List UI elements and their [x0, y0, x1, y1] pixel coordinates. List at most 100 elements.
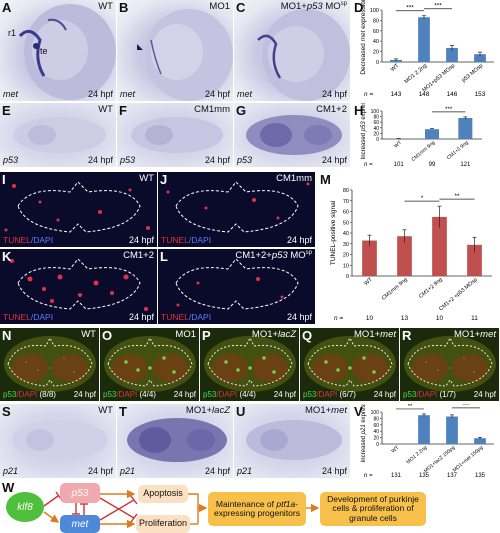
chart-m: M TUNEL-positive signal 0 10 20 30 40 50 60 70 80…: [318, 172, 500, 324]
p53-label: p53: [203, 390, 217, 399]
condition-c-main: MO1+: [280, 1, 307, 13]
bar: [458, 118, 473, 139]
development-node: Development of purkinje cells & prolifer…: [320, 492, 426, 526]
panel-letter-s: S: [2, 404, 11, 419]
n-value: 13: [401, 315, 409, 322]
panel-letter-k: K: [2, 249, 12, 264]
gene-b: met: [120, 89, 136, 99]
y-axis-label: Decreased met expression: [360, 0, 367, 75]
n-value: 10: [436, 315, 444, 322]
significance-label: ***: [445, 107, 453, 113]
panel-l: L CM1+2+p53 MOsp TUNEL/DAPI 24 hpf: [158, 249, 315, 324]
y-tick-label: 100: [370, 8, 379, 14]
y-tick-label: 40: [373, 39, 379, 45]
category-label: MO1+met 150pg: [452, 445, 485, 474]
p53-label: p53: [303, 390, 317, 399]
condition-u: MO1+met: [305, 405, 347, 416]
chart-v: V Increased p21 expression 0 20 40 60 80 100 WT…: [352, 404, 500, 480]
embryo-head-c: [257, 9, 350, 101]
stage-r: 24 hpf: [473, 390, 496, 399]
embryo-count: (4/4): [137, 390, 156, 399]
embryo-dorsal-t: [127, 418, 227, 462]
embryo-dorsal-g: [246, 115, 342, 155]
bar: [362, 240, 377, 276]
category-label: CM1+2 9ng: [418, 277, 444, 300]
panel-letter-p: P: [202, 328, 211, 343]
panel-i: I WT TUNEL/DAPI 24 hpf: [0, 172, 157, 247]
embryo-head-a: [18, 4, 116, 100]
label-r1: r1: [8, 28, 17, 38]
y-axis-label-gene: met: [360, 29, 367, 41]
y-axis-label-tail: expression: [361, 103, 367, 121]
condition-l: CM1+2+p53 MOsp: [235, 250, 312, 261]
stain-k: TUNEL/DAPI: [3, 312, 53, 322]
panel-f: F CM1mm p53 24 hpf: [117, 103, 233, 167]
y-axis-label-gene: p21: [361, 424, 367, 435]
n-value: 99: [429, 162, 436, 168]
panel-letter-h: H: [354, 103, 364, 118]
stage-g: 24 hpf: [321, 155, 347, 165]
condition-t-main: MO1+: [185, 405, 213, 416]
p53-stain-image-p: [200, 328, 299, 401]
dapi-label: /DAPI: [416, 390, 438, 399]
stage-p: 24 hpf: [273, 390, 296, 399]
condition-j: CM1mm: [276, 173, 312, 184]
y-axis-label-gene: p53: [361, 121, 367, 133]
bar: [467, 244, 482, 276]
panel-letter-v: V: [354, 404, 363, 419]
condition-gene: met: [480, 329, 496, 340]
chart-h: H Increased p53 expression 0 20 40 60 80 100 WT…: [352, 103, 500, 169]
stain-r: p53/DAPI (1/7): [403, 390, 456, 399]
tunel-label-l: TUNEL: [161, 312, 189, 322]
panel-a: A WT r1 te met 24 hpf: [0, 0, 116, 101]
n-value: 135: [419, 473, 430, 479]
gene-s: p21: [3, 466, 19, 476]
gene-a: met: [3, 89, 19, 99]
y-tick-label: 60: [373, 120, 379, 126]
bar: [432, 216, 447, 276]
pathway-arrows: [43, 489, 320, 529]
y-tick-label: 80: [343, 188, 349, 194]
panel-e: E WT p53 24 hpf: [0, 103, 116, 167]
n-value: 121: [460, 162, 471, 168]
condition-l-sup: sp: [305, 250, 312, 256]
y-tick-label: 70: [343, 199, 349, 205]
condition-c-gene: p53: [306, 1, 323, 13]
y-tick-label: 40: [373, 126, 379, 132]
gene-u: p21: [237, 466, 253, 476]
n-label: n =: [364, 91, 373, 98]
embryo-count: (4/4): [237, 390, 256, 399]
condition-k: CM1+2: [123, 250, 154, 261]
y-tick-label: 0: [376, 60, 379, 66]
panel-t: T MO1+lacZ p21 24 hpf: [117, 404, 233, 478]
dapi-label: /DAPI: [16, 390, 38, 399]
category-label: WT: [390, 63, 401, 74]
y-axis-label-tail: expression: [361, 404, 367, 424]
panel-letter-c: C: [236, 0, 246, 15]
y-axis-label-main: Increased: [361, 434, 367, 462]
p53-stain-image-q: [300, 328, 399, 401]
bar: [425, 129, 439, 139]
panel-letter-r: R: [402, 328, 412, 343]
y-tick-label: 0: [376, 137, 379, 143]
panel-o: O MO1 p53/DAPI (4/4) 24 hpf: [100, 328, 199, 401]
y-axis-label-main: Decreased: [360, 41, 367, 74]
chart-d: D Decreased met expression 0 20 40 60 80 100 WT…: [352, 0, 500, 101]
stage-q: 24 hpf: [373, 390, 396, 399]
panel-letter-n: N: [2, 328, 12, 343]
condition-p: MO1+lacZ: [252, 329, 296, 340]
significance-label: ***: [406, 5, 414, 12]
condition-gene: lacZ: [278, 329, 296, 340]
condition-q: MO1+met: [354, 329, 396, 340]
significance-label: *: [421, 195, 424, 202]
significance-label: **: [408, 404, 413, 410]
category-label: CM1+2 +p53 MOsp: [438, 277, 479, 312]
condition-f: CM1mm: [194, 104, 230, 115]
condition-c-mo: MO: [322, 1, 341, 13]
panel-letter-q: Q: [302, 328, 313, 343]
condition-n: WT: [81, 329, 96, 340]
maintenance-node: Maintenance of ptf1a-expressing progenit…: [208, 492, 306, 526]
dapi-label: /DAPI: [216, 390, 238, 399]
dapi-label-l: /DAPI: [188, 312, 212, 322]
